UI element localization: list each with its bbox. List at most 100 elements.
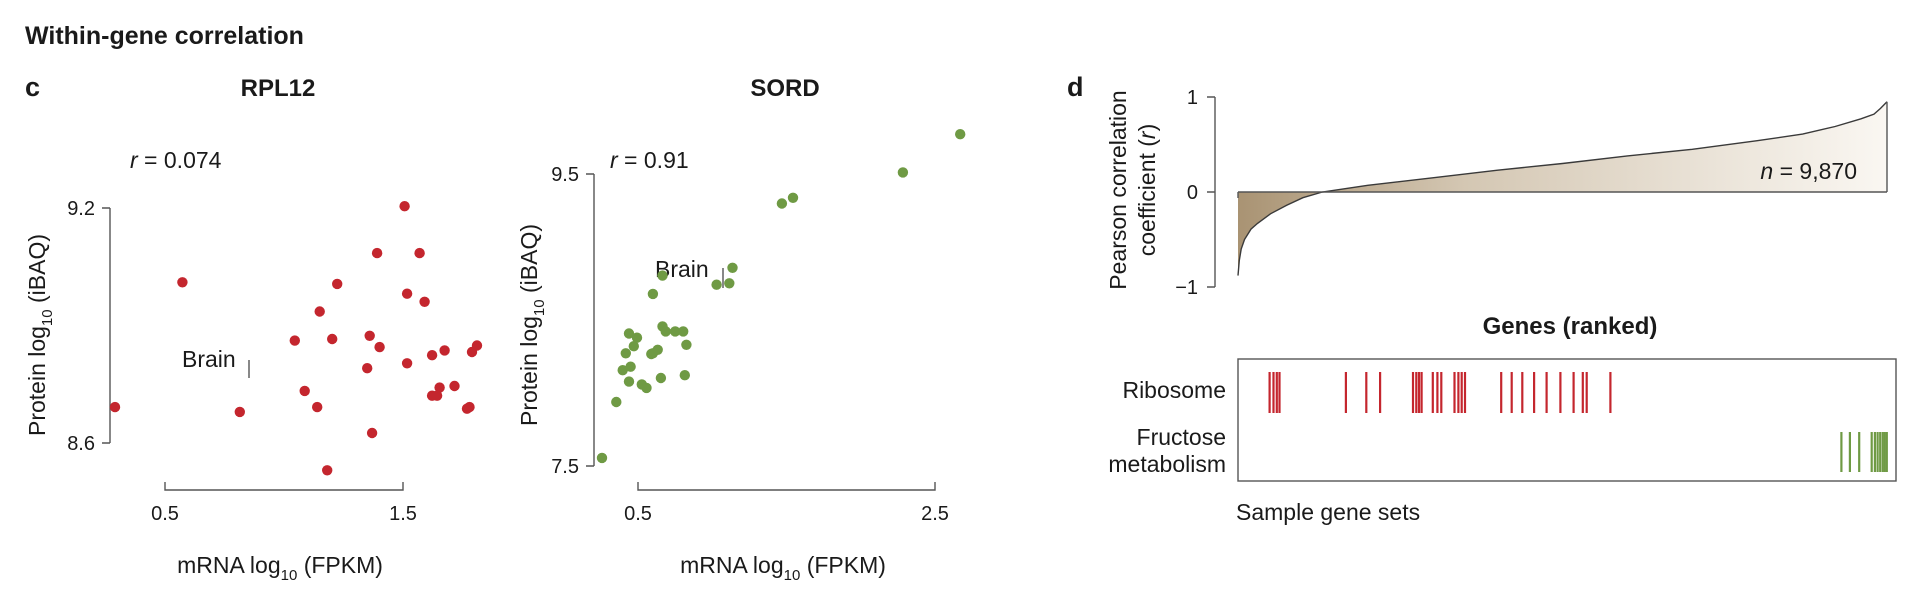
y-axis-ranked xyxy=(1207,96,1216,288)
x-axis-title-suffix-rpl12: (FPKM) xyxy=(297,552,383,578)
data-point-rpl12-4 xyxy=(289,335,300,346)
x-tick-label-rpl12-high: 1.5 xyxy=(389,503,417,525)
figure-heading: Within-gene correlation xyxy=(25,22,304,50)
data-point-rpl12-19 xyxy=(414,247,425,259)
data-point-sord-7 xyxy=(625,361,636,372)
chart-title-sord: SORD xyxy=(750,75,819,102)
data-point-sord-3 xyxy=(617,365,628,376)
scatter-chart-rpl12: c RPL12 r = 0.074 9.2 8.6 0.5 1.5 mRNA l… xyxy=(24,72,483,584)
y-tick-label-ranked-neg1: −1 xyxy=(1175,277,1198,299)
correlation-curve xyxy=(1237,101,1888,276)
y-axis-title-sub-sord: 10 xyxy=(531,299,548,316)
data-point-rpl12-28 xyxy=(464,401,475,413)
n-count-var: n xyxy=(1760,158,1773,184)
data-point-sord-6 xyxy=(623,328,635,339)
data-point-sord-5 xyxy=(623,376,635,387)
y-tick-label-rpl12-high: 9.2 xyxy=(67,198,95,220)
data-point-rpl12-22 xyxy=(426,350,438,361)
data-point-sord-24 xyxy=(711,279,722,290)
data-point-rpl12-8 xyxy=(322,465,333,476)
r-stat-value-sord: = 0.91 xyxy=(618,147,689,173)
data-point-sord-4 xyxy=(620,348,631,359)
x-axis-title-suffix-sord: (FPKM) xyxy=(800,552,886,578)
y-axis-title-sord: Protein log10 (iBAQ) xyxy=(516,224,548,426)
data-point-rpl12-25 xyxy=(439,345,450,356)
gene-set-label-fructose: Fructose xyxy=(1137,424,1226,450)
data-point-sord-9 xyxy=(631,332,643,343)
data-point-sord-17 xyxy=(657,270,668,281)
data-point-rpl12-20 xyxy=(419,296,430,307)
rug-fructose-metabolism xyxy=(1840,432,1888,472)
y-axis-title-main-sord: Protein log xyxy=(516,316,542,426)
data-point-sord-19 xyxy=(660,326,671,337)
data-point-sord-29 xyxy=(897,167,909,178)
data-point-rpl12-3 xyxy=(234,406,245,418)
data-point-rpl12-2 xyxy=(177,277,188,288)
r-stat-var-rpl12: r xyxy=(130,147,139,173)
data-point-rpl12-24 xyxy=(434,382,445,393)
data-point-rpl12-15 xyxy=(374,341,385,353)
data-point-sord-25 xyxy=(724,278,735,289)
data-point-sord-16 xyxy=(655,372,667,384)
panel-letter-c: c xyxy=(25,72,40,102)
correlation-area xyxy=(1238,101,1887,276)
data-point-rpl12-18 xyxy=(401,358,413,369)
data-point-rpl12-17 xyxy=(401,288,413,299)
data-point-sord-2 xyxy=(611,396,622,408)
y-axis-title-line1: Pearson correlation xyxy=(1105,90,1131,289)
y-tick-label-rpl12-low: 8.6 xyxy=(67,433,95,455)
data-point-rpl12-11 xyxy=(362,363,373,374)
y-tick-label-sord-high: 9.5 xyxy=(551,164,579,186)
panel-letter-d: d xyxy=(1067,72,1084,102)
y-axis-sord xyxy=(586,173,595,467)
chart-title-rpl12: RPL12 xyxy=(241,75,316,102)
x-axis-title-sord: mRNA log10 (FPKM) xyxy=(680,552,886,584)
data-point-rpl12-30 xyxy=(471,340,483,351)
data-point-sord-8 xyxy=(628,341,639,352)
y-axis-title-line2-pre: coefficient ( xyxy=(1134,139,1160,257)
data-point-sord-20 xyxy=(670,326,681,337)
data-point-rpl12-1 xyxy=(109,401,121,413)
y-axis-title-suffix-sord: (iBAQ) xyxy=(516,224,542,299)
gene-set-label-metabolism: metabolism xyxy=(1108,451,1226,477)
x-axis-title-sub-sord: 10 xyxy=(784,567,801,584)
data-point-sord-30 xyxy=(955,129,966,140)
annotation-brain-rpl12: Brain xyxy=(182,346,236,372)
gene-set-frame xyxy=(1237,358,1897,482)
data-point-sord-28 xyxy=(787,192,799,203)
data-point-rpl12-9 xyxy=(327,333,338,345)
data-point-sord-21 xyxy=(678,326,689,337)
data-points-rpl12 xyxy=(109,201,483,476)
r-stat-rpl12: r = 0.074 xyxy=(130,147,222,173)
y-axis-title-main-rpl12: Protein log xyxy=(24,326,50,436)
y-tick-label-ranked-1: 1 xyxy=(1187,87,1198,109)
r-stat-sord: r = 0.91 xyxy=(610,147,689,173)
ranked-correlation-chart: d Pearson correlation coefficient (r) 1 0… xyxy=(1067,72,1888,299)
data-point-sord-22 xyxy=(679,370,690,381)
r-stat-var-sord: r xyxy=(610,147,619,173)
x-axis-title-sub-rpl12: 10 xyxy=(281,567,298,584)
data-point-rpl12-5 xyxy=(299,385,310,397)
data-point-sord-13 xyxy=(647,288,659,300)
gene-set-rug-chart: Genes (ranked) Ribosome Fructose metabol… xyxy=(1108,313,1897,525)
x-axis-title-main-sord: mRNA log xyxy=(680,552,784,578)
y-axis-title-ranked: Pearson correlation coefficient (r) xyxy=(1105,90,1160,289)
x-tick-label-sord-low: 0.5 xyxy=(624,503,652,525)
gene-set-footer: Sample gene sets xyxy=(1236,499,1420,525)
scatter-chart-sord: SORD r = 0.91 9.5 7.5 0.5 2.5 mRNA log10… xyxy=(516,75,966,584)
data-point-sord-23 xyxy=(681,339,692,350)
x-tick-label-sord-high: 2.5 xyxy=(921,503,949,525)
r-stat-value-rpl12: = 0.074 xyxy=(138,147,222,173)
data-point-rpl12-13 xyxy=(366,427,378,439)
data-point-rpl12-6 xyxy=(312,401,323,413)
n-count-value: = 9,870 xyxy=(1773,158,1857,184)
y-axis-title-sub-rpl12: 10 xyxy=(39,309,56,326)
rug-ribosome xyxy=(1268,372,1612,413)
x-tick-label-rpl12-low: 0.5 xyxy=(151,503,179,525)
gene-set-label-ribosome: Ribosome xyxy=(1122,377,1226,403)
data-point-rpl12-16 xyxy=(399,201,410,212)
data-point-sord-15 xyxy=(652,344,663,355)
data-point-rpl12-26 xyxy=(449,380,460,392)
y-axis-rpl12 xyxy=(102,207,111,444)
